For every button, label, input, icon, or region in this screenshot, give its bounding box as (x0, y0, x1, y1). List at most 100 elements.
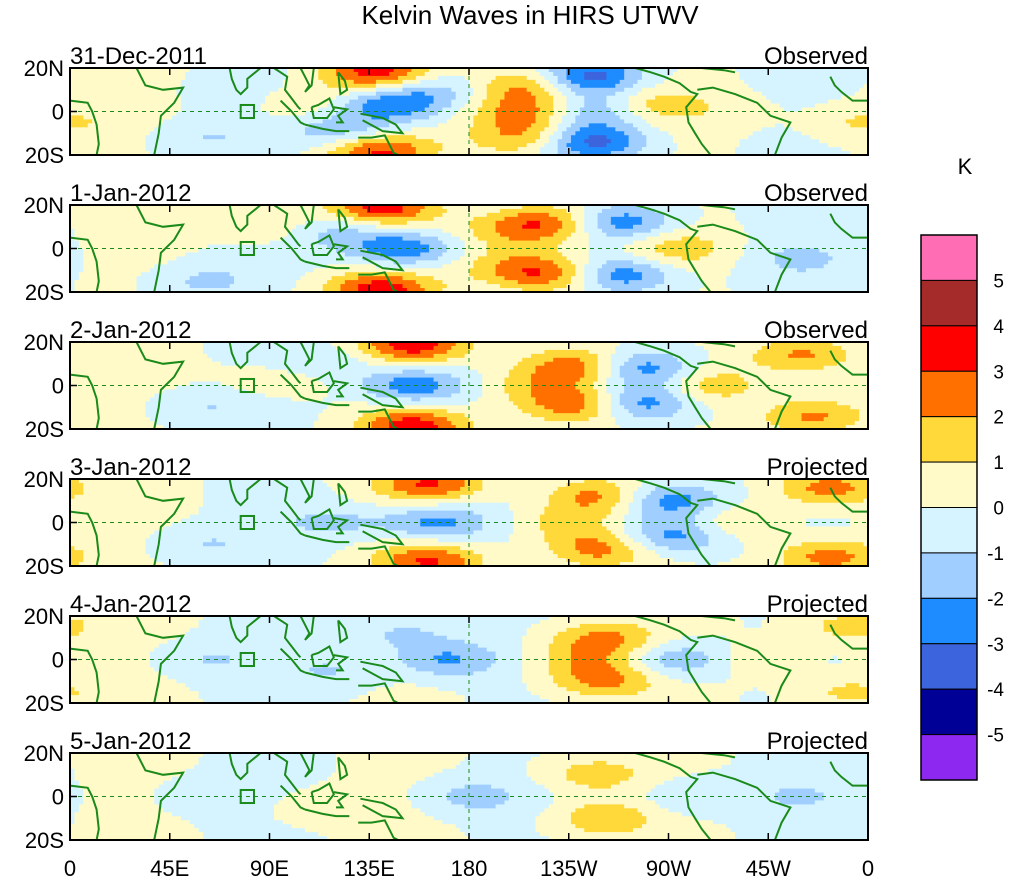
anomaly-cell (163, 96, 168, 101)
anomaly-cell (460, 72, 465, 77)
anomaly-cell (580, 88, 585, 93)
anomaly-cell (327, 72, 332, 77)
anomaly-cell (589, 80, 594, 85)
anomaly-cell (114, 72, 119, 77)
anomaly-cell (261, 88, 266, 93)
anomaly-cell (199, 72, 204, 77)
anomaly-cell (846, 72, 851, 77)
anomaly-cell (651, 88, 656, 93)
anomaly-cell (398, 84, 403, 89)
anomaly-cell (629, 96, 634, 101)
anomaly-cell (584, 92, 589, 97)
anomaly-cell (252, 96, 257, 101)
anomaly-cell (770, 72, 775, 77)
anomaly-cell (606, 84, 611, 89)
anomaly-cell (469, 80, 474, 85)
anomaly-cell (150, 72, 155, 77)
anomaly-cell (487, 96, 492, 101)
anomaly-cell (296, 72, 301, 77)
anomaly-cell (611, 96, 616, 101)
anomaly-cell (473, 88, 478, 93)
anomaly-cell (669, 88, 674, 93)
anomaly-cell (469, 72, 474, 77)
anomaly-cell (753, 80, 758, 85)
anomaly-cell (735, 76, 740, 81)
anomaly-cell (230, 88, 235, 93)
anomaly-cell (199, 76, 204, 81)
anomaly-cell (207, 96, 212, 101)
anomaly-cell (553, 80, 558, 85)
anomaly-cell (846, 84, 851, 89)
anomaly-cell (766, 84, 771, 89)
anomaly-cell (314, 72, 319, 77)
anomaly-cell (92, 88, 97, 93)
anomaly-cell (762, 84, 767, 89)
anomaly-cell (589, 72, 594, 77)
anomaly-cell (274, 96, 279, 101)
anomaly-cell (748, 72, 753, 77)
anomaly-cell (615, 96, 620, 101)
anomaly-cell (828, 72, 833, 77)
anomaly-cell (531, 92, 536, 97)
anomaly-cell (119, 92, 124, 97)
anomaly-cell (447, 88, 452, 93)
anomaly-cell (660, 96, 665, 101)
anomaly-cell (292, 76, 297, 81)
anomaly-cell (176, 76, 181, 81)
anomaly-cell (92, 72, 97, 77)
anomaly-cell (145, 76, 150, 81)
anomaly-cell (438, 88, 443, 93)
anomaly-cell (274, 88, 279, 93)
anomaly-cell (216, 72, 221, 77)
anomaly-cell (128, 88, 133, 93)
anomaly-cell (318, 76, 323, 81)
anomaly-cell (363, 72, 368, 77)
anomaly-cell (536, 84, 541, 89)
anomaly-cell (358, 92, 363, 97)
anomaly-cell (518, 96, 523, 101)
anomaly-cell (473, 84, 478, 89)
anomaly-cell (837, 72, 842, 77)
anomaly-cell (74, 84, 79, 89)
anomaly-cell (74, 92, 79, 97)
anomaly-cell (589, 92, 594, 97)
anomaly-cell (562, 92, 567, 97)
anomaly-cell (354, 92, 359, 97)
anomaly-cell (567, 92, 572, 97)
anomaly-cell (833, 72, 838, 77)
anomaly-cell (314, 80, 319, 85)
anomaly-cell (434, 72, 439, 77)
anomaly-cell (305, 72, 310, 77)
anomaly-cell (83, 84, 88, 89)
anomaly-cell (540, 72, 545, 77)
anomaly-cell (531, 84, 536, 89)
anomaly-cell (168, 80, 173, 85)
anomaly-cell (669, 92, 674, 97)
anomaly-cell (518, 76, 523, 81)
anomaly-cell (376, 72, 381, 77)
anomaly-cell (606, 80, 611, 85)
anomaly-cell (522, 80, 527, 85)
anomaly-cell (225, 80, 230, 85)
anomaly-cell (713, 92, 718, 97)
anomaly-cell (159, 80, 164, 85)
anomaly-cell (225, 96, 230, 101)
anomaly-cell (593, 80, 598, 85)
anomaly-cell (646, 96, 651, 101)
anomaly-cell (203, 92, 208, 97)
anomaly-cell (460, 76, 465, 81)
anomaly-cell (571, 72, 576, 77)
anomaly-cell (651, 80, 656, 85)
anomaly-cell (74, 80, 79, 85)
anomaly-cell (154, 72, 159, 77)
anomaly-cell (97, 92, 102, 97)
anomaly-cell (589, 76, 594, 81)
anomaly-cell (358, 88, 363, 93)
anomaly-cell (802, 76, 807, 81)
anomaly-cell (345, 76, 350, 81)
anomaly-cell (655, 84, 660, 89)
anomaly-cell (824, 88, 829, 93)
anomaly-cell (101, 80, 106, 85)
anomaly-cell (553, 84, 558, 89)
anomaly-cell (580, 76, 585, 81)
